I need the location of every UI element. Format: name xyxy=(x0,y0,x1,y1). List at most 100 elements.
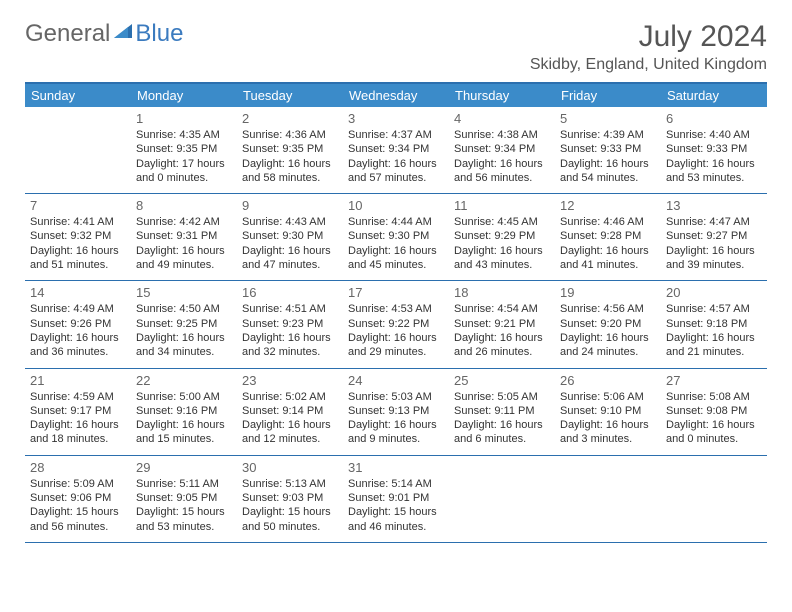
day-info-line: and 12 minutes. xyxy=(242,432,338,446)
day-info-line: and 57 minutes. xyxy=(348,171,444,185)
calendar-cell: 10 Sunrise: 4:44 AMSunset: 9:30 PMDayligh… xyxy=(343,194,449,280)
day-info: Sunrise: 5:09 AMSunset: 9:06 PMDaylight:… xyxy=(30,477,126,534)
day-info-line: Sunset: 9:22 PM xyxy=(348,317,444,331)
calendar-cell: 3 Sunrise: 4:37 AMSunset: 9:34 PMDaylight… xyxy=(343,107,449,193)
calendar-cell xyxy=(25,107,131,193)
day-info-line: Sunrise: 4:38 AM xyxy=(454,128,550,142)
day-info-line: Sunrise: 4:49 AM xyxy=(30,302,126,316)
day-info-line: Sunrise: 4:45 AM xyxy=(454,215,550,229)
day-number: 16 xyxy=(242,285,338,300)
day-number: 10 xyxy=(348,198,444,213)
day-number: 19 xyxy=(560,285,656,300)
day-info-line: and 24 minutes. xyxy=(560,345,656,359)
calendar-week-row: 28 Sunrise: 5:09 AMSunset: 9:06 PMDayligh… xyxy=(25,456,767,543)
day-info: Sunrise: 4:44 AMSunset: 9:30 PMDaylight:… xyxy=(348,215,444,272)
day-number: 25 xyxy=(454,373,550,388)
day-info-line: Sunset: 9:03 PM xyxy=(242,491,338,505)
day-info-line: Sunrise: 4:41 AM xyxy=(30,215,126,229)
calendar-cell: 17Sunrise: 4:53 AMSunset: 9:22 PMDayligh… xyxy=(343,281,449,367)
day-info-line: and 58 minutes. xyxy=(242,171,338,185)
day-info-line: Sunrise: 4:56 AM xyxy=(560,302,656,316)
day-number: 28 xyxy=(30,460,126,475)
day-info-line: Sunset: 9:13 PM xyxy=(348,404,444,418)
day-info-line: Daylight: 16 hours xyxy=(348,244,444,258)
day-info: Sunrise: 5:05 AMSunset: 9:11 PMDaylight:… xyxy=(454,390,550,447)
day-info-line: Daylight: 16 hours xyxy=(560,418,656,432)
day-info-line: Daylight: 16 hours xyxy=(348,157,444,171)
day-info-line: and 32 minutes. xyxy=(242,345,338,359)
day-info-line: Sunrise: 4:42 AM xyxy=(136,215,232,229)
day-info-line: Sunrise: 4:43 AM xyxy=(242,215,338,229)
day-info-line: Sunrise: 5:11 AM xyxy=(136,477,232,491)
day-info: Sunrise: 5:03 AMSunset: 9:13 PMDaylight:… xyxy=(348,390,444,447)
day-header-cell: Friday xyxy=(555,84,661,107)
day-info-line: Sunset: 9:06 PM xyxy=(30,491,126,505)
page-header: General Blue July 2024 Skidby, England, … xyxy=(25,20,767,74)
day-info-line: Sunrise: 5:13 AM xyxy=(242,477,338,491)
day-header-cell: Sunday xyxy=(25,84,131,107)
day-info-line: Daylight: 16 hours xyxy=(348,418,444,432)
day-info: Sunrise: 4:57 AMSunset: 9:18 PMDaylight:… xyxy=(666,302,762,359)
day-info: Sunrise: 4:37 AMSunset: 9:34 PMDaylight:… xyxy=(348,128,444,185)
day-info-line: Daylight: 17 hours xyxy=(136,157,232,171)
calendar-cell: 19Sunrise: 4:56 AMSunset: 9:20 PMDayligh… xyxy=(555,281,661,367)
day-info: Sunrise: 4:40 AMSunset: 9:33 PMDaylight:… xyxy=(666,128,762,185)
calendar-cell: 21Sunrise: 4:59 AMSunset: 9:17 PMDayligh… xyxy=(25,369,131,455)
day-info-line: and 53 minutes. xyxy=(136,520,232,534)
day-info-line: Sunset: 9:29 PM xyxy=(454,229,550,243)
day-info-line: Sunset: 9:21 PM xyxy=(454,317,550,331)
day-info-line: Sunrise: 4:47 AM xyxy=(666,215,762,229)
day-header-cell: Wednesday xyxy=(343,84,449,107)
day-info-line: Sunrise: 4:51 AM xyxy=(242,302,338,316)
day-info-line: Sunrise: 5:02 AM xyxy=(242,390,338,404)
day-info-line: Sunrise: 4:57 AM xyxy=(666,302,762,316)
day-number: 27 xyxy=(666,373,762,388)
day-info-line: Daylight: 16 hours xyxy=(30,331,126,345)
day-info-line: and 56 minutes. xyxy=(30,520,126,534)
day-info-line: and 54 minutes. xyxy=(560,171,656,185)
day-number: 8 xyxy=(136,198,232,213)
day-number: 4 xyxy=(454,111,550,126)
day-info-line: Daylight: 16 hours xyxy=(666,331,762,345)
calendar-cell: 7Sunrise: 4:41 AMSunset: 9:32 PMDaylight… xyxy=(25,194,131,280)
calendar-cell: 24Sunrise: 5:03 AMSunset: 9:13 PMDayligh… xyxy=(343,369,449,455)
day-info-line: Sunset: 9:01 PM xyxy=(348,491,444,505)
day-number: 1 xyxy=(136,111,232,126)
day-info-line: Daylight: 15 hours xyxy=(348,505,444,519)
day-info-line: Sunset: 9:31 PM xyxy=(136,229,232,243)
calendar-cell: 8 Sunrise: 4:42 AMSunset: 9:31 PMDaylight… xyxy=(131,194,237,280)
day-info-line: Daylight: 15 hours xyxy=(136,505,232,519)
day-info-line: Daylight: 16 hours xyxy=(454,418,550,432)
calendar-cell: 30Sunrise: 5:13 AMSunset: 9:03 PMDayligh… xyxy=(237,456,343,542)
day-info-line: Daylight: 16 hours xyxy=(30,244,126,258)
day-info: Sunrise: 4:46 AMSunset: 9:28 PMDaylight:… xyxy=(560,215,656,272)
day-info-line: Sunrise: 5:00 AM xyxy=(136,390,232,404)
day-info: Sunrise: 4:42 AMSunset: 9:31 PMDaylight:… xyxy=(136,215,232,272)
day-info-line: Daylight: 16 hours xyxy=(560,157,656,171)
logo-text-general: General xyxy=(25,20,110,48)
day-info: Sunrise: 4:43 AMSunset: 9:30 PMDaylight:… xyxy=(242,215,338,272)
day-info-line: Sunset: 9:35 PM xyxy=(136,142,232,156)
day-info-line: Daylight: 15 hours xyxy=(242,505,338,519)
day-info-line: and 56 minutes. xyxy=(454,171,550,185)
day-info-line: and 3 minutes. xyxy=(560,432,656,446)
day-info: Sunrise: 4:54 AMSunset: 9:21 PMDaylight:… xyxy=(454,302,550,359)
day-info-line: Daylight: 16 hours xyxy=(454,244,550,258)
day-info-line: and 49 minutes. xyxy=(136,258,232,272)
logo-triangle-icon xyxy=(114,24,132,38)
day-info-line: and 0 minutes. xyxy=(666,432,762,446)
day-info: Sunrise: 5:11 AMSunset: 9:05 PMDaylight:… xyxy=(136,477,232,534)
day-number: 9 xyxy=(242,198,338,213)
day-info-line: Sunrise: 4:46 AM xyxy=(560,215,656,229)
day-info-line: Daylight: 16 hours xyxy=(454,157,550,171)
day-number: 29 xyxy=(136,460,232,475)
day-number: 3 xyxy=(348,111,444,126)
day-info-line: Sunset: 9:25 PM xyxy=(136,317,232,331)
day-info-line: Sunrise: 4:54 AM xyxy=(454,302,550,316)
day-info: Sunrise: 4:41 AMSunset: 9:32 PMDaylight:… xyxy=(30,215,126,272)
day-number: 11 xyxy=(454,198,550,213)
day-info-line: Daylight: 16 hours xyxy=(666,157,762,171)
calendar-cell: 13Sunrise: 4:47 AMSunset: 9:27 PMDayligh… xyxy=(661,194,767,280)
calendar-cell: 16Sunrise: 4:51 AMSunset: 9:23 PMDayligh… xyxy=(237,281,343,367)
day-info-line: Sunrise: 4:44 AM xyxy=(348,215,444,229)
